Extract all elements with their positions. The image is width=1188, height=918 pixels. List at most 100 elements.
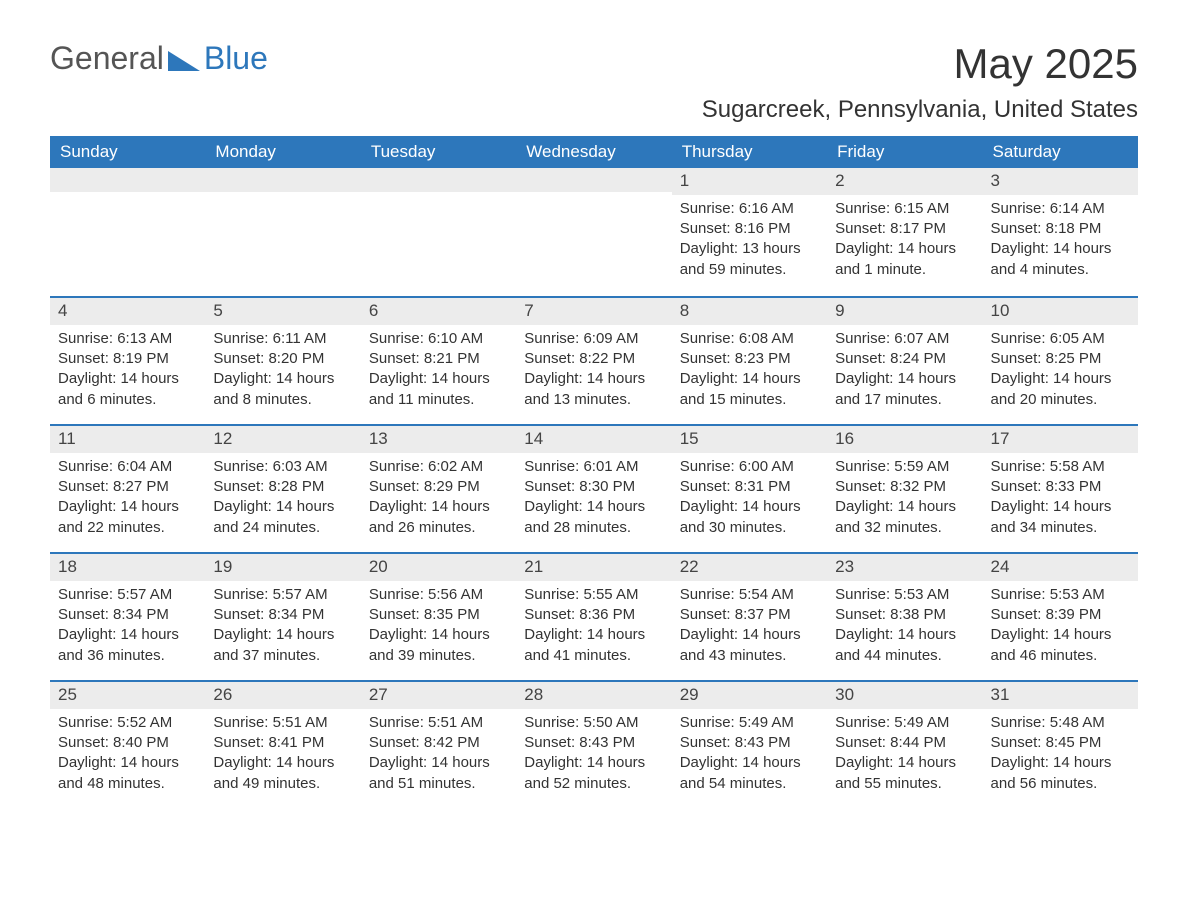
day-sunset: Sunset: 8:33 PM	[991, 477, 1130, 497]
day-body: Sunrise: 6:03 AMSunset: 8:28 PMDaylight:…	[205, 453, 360, 548]
day-number: 25	[50, 682, 205, 709]
day-cell: 27Sunrise: 5:51 AMSunset: 8:42 PMDayligh…	[361, 682, 516, 808]
day-number: 14	[516, 426, 671, 453]
weekday-header-row: SundayMondayTuesdayWednesdayThursdayFrid…	[50, 136, 1138, 168]
day-daylight: Daylight: 14 hours and 26 minutes.	[369, 497, 508, 538]
day-sunset: Sunset: 8:34 PM	[58, 605, 197, 625]
weekday-header-cell: Friday	[827, 136, 982, 168]
day-sunrise: Sunrise: 6:13 AM	[58, 329, 197, 349]
weekday-header-cell: Monday	[205, 136, 360, 168]
day-cell: 9Sunrise: 6:07 AMSunset: 8:24 PMDaylight…	[827, 298, 982, 424]
day-number: 11	[50, 426, 205, 453]
day-sunset: Sunset: 8:37 PM	[680, 605, 819, 625]
day-cell: 4Sunrise: 6:13 AMSunset: 8:19 PMDaylight…	[50, 298, 205, 424]
day-cell: 22Sunrise: 5:54 AMSunset: 8:37 PMDayligh…	[672, 554, 827, 680]
day-body: Sunrise: 6:11 AMSunset: 8:20 PMDaylight:…	[205, 325, 360, 420]
location-label: Sugarcreek, Pennsylvania, United States	[50, 96, 1138, 124]
day-body: Sunrise: 5:49 AMSunset: 8:43 PMDaylight:…	[672, 709, 827, 804]
day-body: Sunrise: 5:51 AMSunset: 8:42 PMDaylight:…	[361, 709, 516, 804]
day-daylight: Daylight: 14 hours and 44 minutes.	[835, 625, 974, 666]
day-daylight: Daylight: 14 hours and 54 minutes.	[680, 753, 819, 794]
day-daylight: Daylight: 14 hours and 51 minutes.	[369, 753, 508, 794]
day-sunrise: Sunrise: 6:05 AM	[991, 329, 1130, 349]
logo-text-1: General	[50, 40, 164, 77]
day-cell: 16Sunrise: 5:59 AMSunset: 8:32 PMDayligh…	[827, 426, 982, 552]
day-sunset: Sunset: 8:29 PM	[369, 477, 508, 497]
day-cell	[205, 168, 360, 296]
day-cell: 26Sunrise: 5:51 AMSunset: 8:41 PMDayligh…	[205, 682, 360, 808]
day-number: 21	[516, 554, 671, 581]
day-cell: 29Sunrise: 5:49 AMSunset: 8:43 PMDayligh…	[672, 682, 827, 808]
day-cell	[516, 168, 671, 296]
day-daylight: Daylight: 14 hours and 17 minutes.	[835, 369, 974, 410]
day-sunrise: Sunrise: 5:57 AM	[58, 585, 197, 605]
day-cell: 19Sunrise: 5:57 AMSunset: 8:34 PMDayligh…	[205, 554, 360, 680]
day-sunrise: Sunrise: 5:51 AM	[369, 713, 508, 733]
day-body: Sunrise: 5:53 AMSunset: 8:38 PMDaylight:…	[827, 581, 982, 676]
calendar: SundayMondayTuesdayWednesdayThursdayFrid…	[50, 136, 1138, 808]
week-row: 18Sunrise: 5:57 AMSunset: 8:34 PMDayligh…	[50, 552, 1138, 680]
day-sunset: Sunset: 8:43 PM	[524, 733, 663, 753]
day-sunset: Sunset: 8:25 PM	[991, 349, 1130, 369]
day-number: 23	[827, 554, 982, 581]
day-daylight: Daylight: 14 hours and 8 minutes.	[213, 369, 352, 410]
day-daylight: Daylight: 14 hours and 43 minutes.	[680, 625, 819, 666]
day-body: Sunrise: 6:07 AMSunset: 8:24 PMDaylight:…	[827, 325, 982, 420]
day-number: 1	[672, 168, 827, 195]
day-daylight: Daylight: 14 hours and 20 minutes.	[991, 369, 1130, 410]
day-daylight: Daylight: 14 hours and 49 minutes.	[213, 753, 352, 794]
day-number: 16	[827, 426, 982, 453]
day-daylight: Daylight: 14 hours and 22 minutes.	[58, 497, 197, 538]
day-sunrise: Sunrise: 6:11 AM	[213, 329, 352, 349]
day-number: 27	[361, 682, 516, 709]
day-sunset: Sunset: 8:24 PM	[835, 349, 974, 369]
day-sunset: Sunset: 8:35 PM	[369, 605, 508, 625]
day-cell: 2Sunrise: 6:15 AMSunset: 8:17 PMDaylight…	[827, 168, 982, 296]
day-daylight: Daylight: 14 hours and 1 minute.	[835, 239, 974, 280]
day-sunrise: Sunrise: 5:51 AM	[213, 713, 352, 733]
day-sunrise: Sunrise: 6:03 AM	[213, 457, 352, 477]
day-sunset: Sunset: 8:27 PM	[58, 477, 197, 497]
day-cell: 14Sunrise: 6:01 AMSunset: 8:30 PMDayligh…	[516, 426, 671, 552]
day-sunrise: Sunrise: 5:53 AM	[835, 585, 974, 605]
day-sunrise: Sunrise: 6:01 AM	[524, 457, 663, 477]
day-cell: 7Sunrise: 6:09 AMSunset: 8:22 PMDaylight…	[516, 298, 671, 424]
day-sunrise: Sunrise: 6:02 AM	[369, 457, 508, 477]
day-cell: 17Sunrise: 5:58 AMSunset: 8:33 PMDayligh…	[983, 426, 1138, 552]
day-number: 3	[983, 168, 1138, 195]
day-body: Sunrise: 6:08 AMSunset: 8:23 PMDaylight:…	[672, 325, 827, 420]
weekday-header-cell: Tuesday	[361, 136, 516, 168]
day-sunset: Sunset: 8:40 PM	[58, 733, 197, 753]
day-daylight: Daylight: 14 hours and 24 minutes.	[213, 497, 352, 538]
day-cell: 21Sunrise: 5:55 AMSunset: 8:36 PMDayligh…	[516, 554, 671, 680]
day-sunset: Sunset: 8:19 PM	[58, 349, 197, 369]
day-cell: 20Sunrise: 5:56 AMSunset: 8:35 PMDayligh…	[361, 554, 516, 680]
day-sunrise: Sunrise: 5:53 AM	[991, 585, 1130, 605]
weekday-header-cell: Saturday	[983, 136, 1138, 168]
logo-triangle-icon	[168, 51, 200, 71]
week-row: 4Sunrise: 6:13 AMSunset: 8:19 PMDaylight…	[50, 296, 1138, 424]
day-body: Sunrise: 5:53 AMSunset: 8:39 PMDaylight:…	[983, 581, 1138, 676]
week-row: 1Sunrise: 6:16 AMSunset: 8:16 PMDaylight…	[50, 168, 1138, 296]
day-sunset: Sunset: 8:38 PM	[835, 605, 974, 625]
day-number: 2	[827, 168, 982, 195]
day-body: Sunrise: 5:55 AMSunset: 8:36 PMDaylight:…	[516, 581, 671, 676]
day-number: 31	[983, 682, 1138, 709]
day-number: 7	[516, 298, 671, 325]
day-number: 8	[672, 298, 827, 325]
day-body: Sunrise: 5:51 AMSunset: 8:41 PMDaylight:…	[205, 709, 360, 804]
day-number: 20	[361, 554, 516, 581]
day-number: 12	[205, 426, 360, 453]
weekday-header-cell: Sunday	[50, 136, 205, 168]
day-sunrise: Sunrise: 6:00 AM	[680, 457, 819, 477]
day-daylight: Daylight: 14 hours and 52 minutes.	[524, 753, 663, 794]
day-daylight: Daylight: 14 hours and 46 minutes.	[991, 625, 1130, 666]
day-sunrise: Sunrise: 6:04 AM	[58, 457, 197, 477]
day-daylight: Daylight: 14 hours and 15 minutes.	[680, 369, 819, 410]
day-sunset: Sunset: 8:16 PM	[680, 219, 819, 239]
day-number: 29	[672, 682, 827, 709]
day-cell: 8Sunrise: 6:08 AMSunset: 8:23 PMDaylight…	[672, 298, 827, 424]
day-daylight: Daylight: 14 hours and 36 minutes.	[58, 625, 197, 666]
day-number	[516, 168, 671, 192]
day-sunrise: Sunrise: 5:49 AM	[835, 713, 974, 733]
